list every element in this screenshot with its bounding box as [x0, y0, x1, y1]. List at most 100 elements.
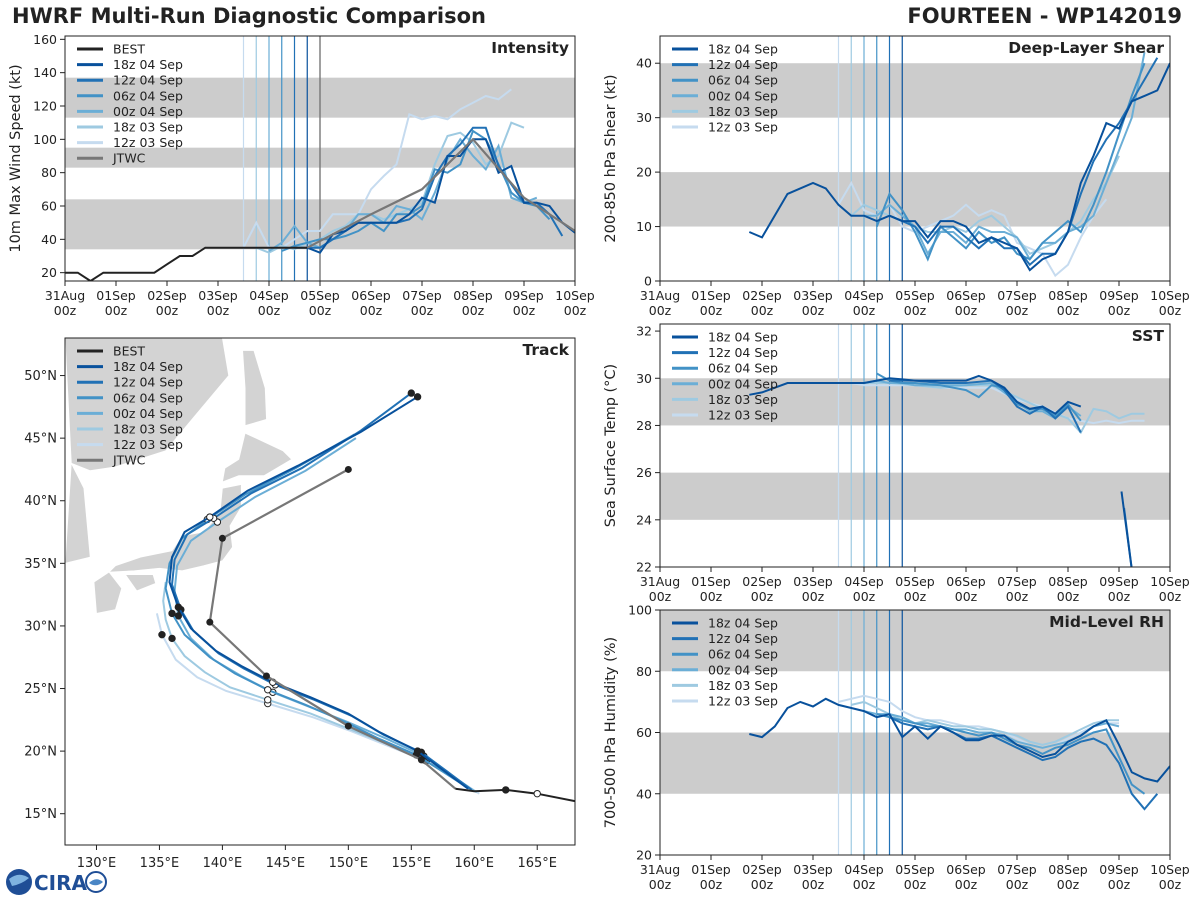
legend-label: 06z 04 Sep [708, 73, 778, 88]
x-tick-label: 00z [1159, 303, 1182, 318]
figure-title: HWRF Multi-Run Diagnostic Comparison [12, 4, 487, 28]
best-position-marker [502, 786, 510, 794]
x-tick-label: 00z [1057, 303, 1080, 318]
x-tick-label: 06Sep [946, 574, 986, 589]
threshold-band [660, 63, 1170, 118]
y-axis: 0 10 20 30 40 [636, 56, 660, 289]
jtwc-position-marker [262, 672, 270, 680]
x-tick-label: 00z [1057, 877, 1080, 892]
best-track-line [455, 787, 575, 803]
x-tick-label: 01Sep [691, 862, 731, 877]
series-line [851, 700, 1119, 746]
intensity-panel: 31Aug00z01Sep00z02Sep00z03Sep00z04Sep00z… [8, 32, 595, 318]
legend-label: JTWC [112, 151, 146, 166]
x-tick-label: 00z [751, 877, 774, 892]
series-line [281, 129, 551, 252]
threshold-band [660, 732, 1170, 794]
legend-label: 18z 04 Sep [113, 57, 183, 72]
x-tick-label: 00z [462, 303, 485, 318]
series-line [876, 713, 1146, 795]
legend-label: 12z 03 Sep [113, 135, 183, 150]
panel-title: Track [523, 341, 570, 359]
legend-label: 18z 03 Sep [113, 422, 183, 437]
y-tick-label: 100 [628, 603, 652, 618]
y-tick-label: 20 [636, 165, 652, 180]
x-tick-label: 00z [700, 589, 723, 604]
x-tick-label: 02Sep [742, 288, 782, 303]
series-line [889, 57, 1159, 267]
y-tick-label: 22 [636, 560, 652, 575]
track-position-marker [168, 634, 176, 643]
track-position-marker [174, 603, 183, 611]
x-tick-label: 00z [955, 589, 978, 604]
plot-area [660, 324, 1170, 567]
legend-label: 18z 03 Sep [113, 120, 183, 135]
x-tick-label: 165°E [517, 856, 557, 871]
best-position-marker [533, 789, 541, 798]
x-tick-label: 00z [1006, 877, 1029, 892]
x-tick-label: 00z [649, 303, 672, 318]
plot-frame [64, 337, 576, 846]
y-axis-label: 10m Max Wind Speed (kt) [8, 64, 24, 252]
forecast-track-line [168, 395, 469, 790]
legend-label: 12z 04 Sep [708, 631, 778, 646]
x-tick-label: 01Sep [96, 288, 136, 303]
x-tick-label: 08Sep [453, 288, 493, 303]
y-tick-label: 40 [636, 56, 652, 71]
y-tick-label: 20 [636, 848, 652, 863]
x-tick-label: 01Sep [691, 288, 731, 303]
x-tick-label: 00z [1159, 589, 1182, 604]
x-tick-label: 00z [649, 877, 672, 892]
x-tick-label: 07Sep [997, 862, 1037, 877]
x-tick-label: 00z [564, 303, 587, 318]
x-tick-label: 145°E [266, 856, 306, 871]
series-line [294, 126, 564, 249]
y-tick-label: 26 [636, 465, 652, 480]
shear-panel: 31Aug00z01Sep00z02Sep00z03Sep00z04Sep00z… [603, 35, 1190, 318]
legend-label: 12z 03 Sep [708, 408, 778, 423]
map-area [65, 338, 575, 803]
track-position-marker [413, 393, 422, 401]
track-position-marker [168, 609, 176, 618]
y-tick-label: 40°N [24, 494, 57, 509]
y-tick-label: 28 [636, 418, 652, 433]
x-tick-label: 00z [802, 877, 825, 892]
sst-panel: 31Aug00z01Sep00z02Sep00z03Sep00z04Sep00z… [603, 323, 1190, 604]
x-tick-label: 00z [513, 303, 536, 318]
x-tick-label: 00z [700, 303, 723, 318]
y-tick-label: 30°N [24, 619, 57, 634]
legend-label: 12z 03 Sep [708, 694, 778, 709]
x-tick-label: 10Sep [555, 288, 595, 303]
x-tick-label: 00z [904, 877, 927, 892]
land-shape [93, 571, 123, 614]
y-tick-label: 20°N [24, 745, 57, 760]
y-axis-label: 700-500 hPa Humidity (%) [603, 637, 619, 828]
legend-label: 18z 03 Sep [708, 392, 778, 407]
plot-area [65, 36, 575, 281]
legend-label: 06z 04 Sep [708, 361, 778, 376]
x-tick-label: 00z [411, 303, 434, 318]
storm-id-title: FOURTEEN - WP142019 [907, 4, 1182, 28]
legend-label: 00z 04 Sep [113, 104, 183, 119]
plot-area [660, 610, 1170, 855]
x-tick-label: 00z [105, 303, 128, 318]
y-tick-label: 0 [644, 274, 652, 289]
land-shape [242, 350, 267, 427]
x-tick-label: 130°E [77, 856, 117, 871]
x-tick-label: 06Sep [946, 862, 986, 877]
logo-seal-wave-icon [89, 879, 103, 886]
y-tick-label: 160 [33, 32, 57, 47]
x-tick-label: 09Sep [504, 288, 544, 303]
legend-label: 06z 04 Sep [113, 390, 183, 405]
jtwc-position-marker [206, 618, 214, 626]
land-shape [124, 574, 157, 592]
x-tick-label: 02Sep [742, 574, 782, 589]
x-tick-label: 08Sep [1048, 574, 1088, 589]
x-tick-label: 03Sep [793, 862, 833, 877]
x-tick-label: 06Sep [946, 288, 986, 303]
x-tick-label: 00z [1006, 589, 1029, 604]
y-tick-label: 10 [636, 219, 652, 234]
track-position-marker [174, 612, 183, 620]
x-tick-label: 07Sep [997, 574, 1037, 589]
